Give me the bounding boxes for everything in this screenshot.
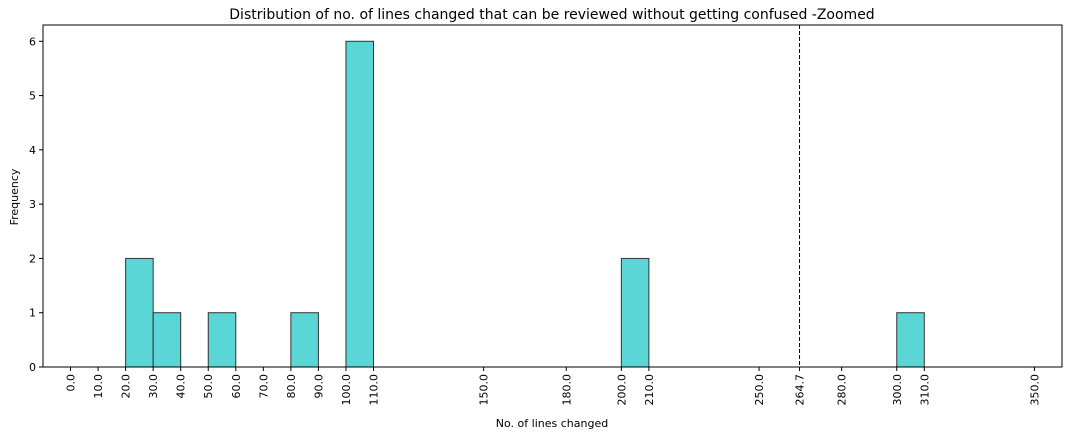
histogram-bar	[152, 312, 182, 368]
x-tick-label: 10.0	[92, 374, 105, 399]
x-tick-label: 200.0	[615, 374, 628, 406]
x-tick-label: 30.0	[147, 374, 160, 399]
x-tick-label: 280.0	[836, 374, 849, 406]
x-tick-label: 80.0	[285, 374, 298, 399]
y-tick-label: 3	[29, 198, 36, 211]
x-tick-label: 60.0	[230, 374, 243, 399]
y-tick-label: 0	[29, 361, 36, 374]
y-axis-ticks: 0 1 2 3 4 5 6	[29, 35, 43, 374]
y-tick-label: 1	[29, 307, 36, 320]
x-tick-label: 70.0	[257, 374, 270, 399]
plot-frame	[42, 24, 1063, 368]
x-axis-label: No. of lines changed	[496, 417, 608, 430]
x-tick-label: 300.0	[891, 374, 904, 406]
x-tick-label: 350.0	[1028, 374, 1041, 406]
histogram-bar	[125, 257, 154, 368]
y-tick-label: 4	[29, 144, 36, 157]
x-tick-label: 310.0	[918, 374, 931, 406]
x-tick-label: 20.0	[120, 374, 133, 399]
x-axis-ticks: 0.0 10.0 20.0 30.0 40.0 50.0 60.0 70.0 80.0 90.0 1…	[65, 367, 1041, 406]
x-tick-label: 110.0	[367, 374, 380, 406]
y-axis-label: Frequency	[8, 168, 21, 225]
x-tick-label: 264.7	[794, 374, 807, 406]
x-tick-label: 90.0	[312, 374, 325, 399]
histogram-bar	[207, 312, 237, 368]
x-tick-label: 180.0	[560, 374, 573, 406]
histogram-bar	[620, 257, 650, 368]
histogram-bar	[896, 312, 925, 368]
x-tick-label: 250.0	[753, 374, 766, 406]
y-tick-label: 6	[29, 35, 36, 48]
x-tick-label: 150.0	[478, 374, 491, 406]
histogram-bar	[290, 312, 319, 368]
x-tick-label: 50.0	[202, 374, 215, 399]
histogram-bar	[345, 40, 374, 368]
x-tick-label: 40.0	[175, 374, 188, 399]
bars-group	[125, 40, 925, 368]
y-tick-label: 5	[29, 90, 36, 103]
x-tick-label: 210.0	[643, 374, 656, 406]
y-tick-label: 2	[29, 252, 36, 265]
x-tick-label: 100.0	[340, 374, 353, 406]
chart-title: Distribution of no. of lines changed tha…	[229, 7, 874, 23]
x-tick-label: 0.0	[65, 374, 78, 392]
